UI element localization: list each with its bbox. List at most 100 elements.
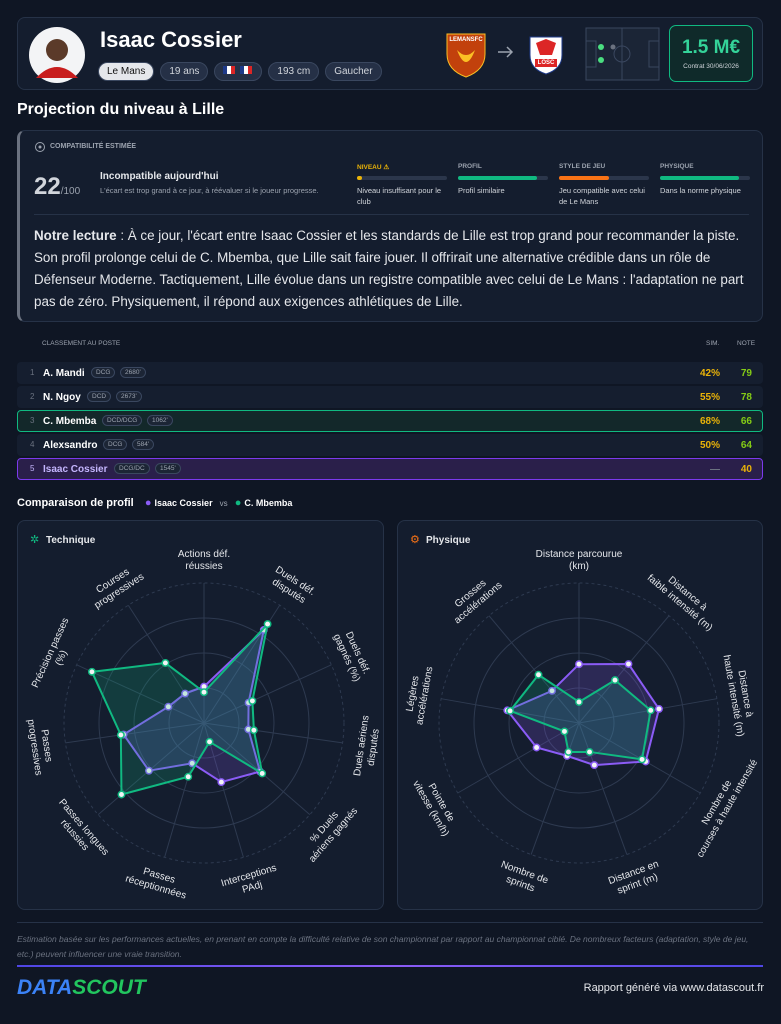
criterion-name: PHYSIQUE bbox=[660, 163, 694, 170]
crest-text: LOSC bbox=[538, 60, 555, 66]
axis-label-line: réussies bbox=[185, 561, 222, 572]
contract: Contrat 30/06/2026 bbox=[683, 63, 739, 70]
radar-point bbox=[205, 737, 214, 746]
radar-point bbox=[181, 689, 190, 698]
tag: 193 cm bbox=[268, 62, 320, 81]
player: A. Mandi bbox=[43, 368, 85, 379]
position: DCG bbox=[103, 439, 128, 450]
axis-label: Précision passes(%) bbox=[30, 616, 82, 694]
rank: 1 bbox=[30, 368, 35, 377]
spoke bbox=[65, 722, 205, 744]
similarity: 55% bbox=[699, 392, 720, 403]
axis-label: Duels aériensdisputés bbox=[352, 715, 383, 779]
compat-label: COMPATIBILITÉ ESTIMÉE bbox=[50, 143, 137, 150]
axis-label: Passesprogressives bbox=[25, 717, 56, 776]
radar-point bbox=[564, 747, 573, 756]
note-header: NOTE bbox=[737, 340, 756, 347]
spoke bbox=[578, 722, 628, 855]
axis-label-line: (km) bbox=[569, 561, 589, 572]
ranking-row: 4 Alexsandro DCG 584' 50% 64 bbox=[17, 434, 763, 456]
tag: Le Mans bbox=[98, 62, 155, 81]
spoke bbox=[488, 615, 580, 724]
criterion-track bbox=[559, 176, 649, 180]
radar-icon: ✲ bbox=[30, 534, 39, 546]
ranking-row: 2 N. Ngoy DCD 2673' 55% 78 bbox=[17, 386, 763, 408]
radar-point bbox=[164, 702, 173, 711]
value-box: 1.5 M€ Contrat 30/06/2026 bbox=[669, 25, 753, 82]
axis-label: Légèresaccélérations bbox=[403, 664, 436, 726]
similarity: 68% bbox=[699, 416, 720, 427]
elo: 1062' bbox=[147, 415, 173, 426]
radar: Physique⚙Distance parcourue (km)Distance … bbox=[403, 534, 761, 898]
elo: 1545' bbox=[155, 463, 181, 474]
radar-point bbox=[258, 769, 267, 778]
axis-label-line: Actions déf. bbox=[178, 549, 230, 560]
criterion-bar bbox=[458, 176, 538, 180]
arrow bbox=[498, 46, 514, 58]
to-crest: LOSC bbox=[529, 36, 563, 75]
verdict-note: L'écart est trop grand à ce jour, à réév… bbox=[100, 186, 319, 195]
criterion-name: NIVEAU ⚠ bbox=[357, 164, 390, 171]
spoke bbox=[457, 722, 580, 794]
spoke bbox=[164, 722, 205, 858]
axis-label-line: Passes bbox=[38, 729, 54, 763]
radar-point bbox=[116, 731, 125, 739]
tags: Le Mans 19 ans 193 cm Gaucher bbox=[98, 61, 388, 81]
criterion-bar bbox=[660, 176, 740, 180]
radar-area bbox=[505, 663, 661, 767]
from-crest: LEMANSFC bbox=[446, 33, 486, 78]
sim-header: SIM. bbox=[706, 340, 720, 347]
radar-point bbox=[263, 620, 272, 629]
crest-text: LEMANSFC bbox=[449, 37, 483, 43]
similarity: 42% bbox=[699, 368, 720, 379]
logo-b: SCOUT bbox=[72, 976, 146, 999]
spoke bbox=[203, 664, 332, 724]
note: 78 bbox=[740, 392, 752, 403]
radar-point bbox=[534, 670, 543, 679]
similarity: — bbox=[710, 464, 720, 475]
compat-card: COMPATIBILITÉ ESTIMÉE 22/100 Incompatibl… bbox=[17, 130, 763, 322]
axis-label: Coursesprogressives bbox=[86, 561, 146, 611]
ranking-title: CLASSEMENT AU POSTE bbox=[42, 340, 121, 347]
criterion-name: STYLE DE JEU bbox=[559, 163, 606, 170]
radar-point bbox=[248, 696, 257, 705]
rank: 3 bbox=[30, 416, 35, 425]
criterion-bar bbox=[357, 176, 363, 180]
icon bbox=[35, 142, 45, 152]
avatar bbox=[29, 27, 85, 83]
verdict: Incompatible aujourd'hui bbox=[100, 171, 219, 182]
radar-title: Technique bbox=[46, 535, 96, 546]
position: DCD/DCG bbox=[102, 415, 143, 426]
radar-point bbox=[161, 658, 170, 667]
axis-label: Actions déf. réussies bbox=[178, 549, 230, 572]
axis-label: Nombre desprints bbox=[495, 859, 550, 898]
spoke bbox=[530, 722, 580, 855]
axis-label: Passesréceptionnées bbox=[124, 862, 191, 902]
score-max: /100 bbox=[60, 186, 81, 197]
radar-point bbox=[200, 688, 208, 697]
criterion-note: Dans la norme physique bbox=[660, 186, 741, 195]
logo: DATASCOUT bbox=[17, 976, 146, 1000]
radar-point bbox=[611, 676, 619, 685]
criterion-name: PROFIL bbox=[458, 163, 482, 170]
radar-area bbox=[90, 620, 270, 796]
pitch bbox=[585, 27, 660, 81]
elo: 2673' bbox=[116, 391, 142, 402]
radar-point bbox=[506, 706, 515, 715]
axis-label: Duels déf.gagnés (%) bbox=[331, 627, 373, 683]
axis-label-line: courses à haute intensité bbox=[695, 757, 760, 859]
note: 64 bbox=[740, 440, 752, 451]
score: 22 bbox=[34, 173, 61, 200]
tag: 19 ans bbox=[160, 62, 209, 81]
spoke bbox=[76, 664, 205, 724]
elo: 2680' bbox=[120, 367, 146, 378]
rank: 4 bbox=[30, 440, 35, 449]
radar-point bbox=[575, 698, 583, 706]
radar-card: Physique ⚙ Distance parcourue (km) Distance … bbox=[397, 520, 763, 910]
spoke bbox=[578, 615, 670, 724]
elo: 584' bbox=[132, 439, 155, 450]
criterion-bar bbox=[559, 176, 609, 180]
player-name: Isaac Cossier bbox=[100, 27, 242, 52]
flags bbox=[214, 62, 263, 81]
axis-label: Distance àhaute intensité (m) bbox=[721, 652, 758, 738]
